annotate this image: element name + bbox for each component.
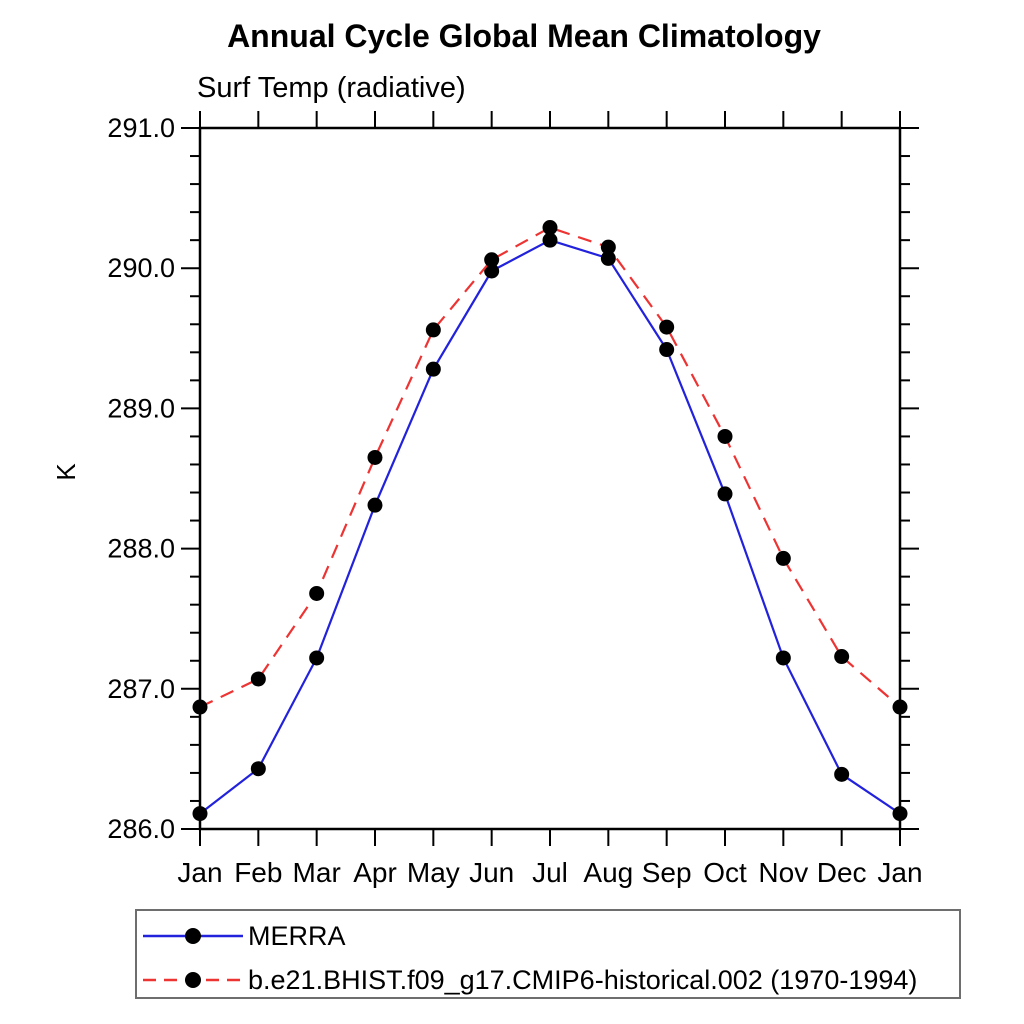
data-point-marker bbox=[717, 428, 733, 444]
x-tick-label: Dec bbox=[817, 857, 867, 888]
y-axis-title: K bbox=[51, 463, 81, 481]
data-point-marker bbox=[425, 361, 441, 377]
legend-label-cmip6: b.e21.BHIST.f09_g17.CMIP6-historical.002… bbox=[248, 964, 918, 995]
legend-item-merra: MERRA bbox=[141, 921, 346, 951]
x-tick-label: Jan bbox=[877, 857, 922, 888]
data-point-marker bbox=[425, 322, 441, 338]
chart-subtitle: Surf Temp (radiative) bbox=[197, 72, 466, 104]
x-tick-label: Jan bbox=[177, 857, 222, 888]
y-tick-label: 286.0 bbox=[107, 814, 175, 844]
data-point-marker bbox=[775, 650, 791, 666]
x-tick-label: Sep bbox=[642, 857, 692, 888]
chart-title: Annual Cycle Global Mean Climatology bbox=[227, 18, 821, 54]
data-point-marker bbox=[192, 699, 208, 715]
data-point-marker bbox=[659, 342, 675, 358]
data-point-marker bbox=[367, 449, 383, 465]
data-point-marker bbox=[250, 671, 266, 687]
data-point-marker bbox=[309, 650, 325, 666]
series-line-1 bbox=[199, 226, 901, 709]
series-line-0 bbox=[199, 238, 901, 815]
data-point-marker bbox=[834, 649, 850, 665]
legend-sample-cmip6 bbox=[143, 972, 243, 988]
legend: MERRA b.e21.BHIST.f09_g17.CMIP6-historic… bbox=[135, 909, 961, 999]
x-tick-label: Feb bbox=[234, 857, 282, 888]
y-tick-label: 291.0 bbox=[107, 113, 175, 143]
legend-sample-merra bbox=[143, 928, 243, 944]
data-point-marker bbox=[775, 550, 791, 566]
y-tick-label: 290.0 bbox=[107, 253, 175, 283]
data-point-marker bbox=[542, 232, 558, 248]
legend-marker-dot bbox=[185, 928, 201, 944]
data-point-marker bbox=[309, 585, 325, 601]
data-point-marker bbox=[192, 806, 208, 822]
legend-marker-dot bbox=[185, 972, 201, 988]
data-point-marker bbox=[484, 263, 500, 279]
x-tick-label: Aug bbox=[583, 857, 633, 888]
data-point-marker bbox=[659, 319, 675, 335]
x-tick-label: Nov bbox=[758, 857, 808, 888]
data-point-marker bbox=[834, 766, 850, 782]
y-tick-label: 289.0 bbox=[107, 393, 175, 423]
data-point-marker bbox=[542, 220, 558, 236]
data-point-marker bbox=[250, 761, 266, 777]
data-point-marker bbox=[600, 250, 616, 266]
y-tick-label: 287.0 bbox=[107, 674, 175, 704]
data-point-marker bbox=[717, 486, 733, 502]
x-tick-label: Oct bbox=[703, 857, 747, 888]
y-tick-label: 288.0 bbox=[107, 534, 175, 564]
x-tick-label: May bbox=[407, 857, 460, 888]
legend-label-merra: MERRA bbox=[248, 920, 346, 951]
data-point-marker bbox=[484, 252, 500, 268]
x-tick-label: Mar bbox=[293, 857, 341, 888]
x-tick-label: Jul bbox=[532, 857, 568, 888]
data-point-marker bbox=[367, 497, 383, 513]
legend-item-cmip6: b.e21.BHIST.f09_g17.CMIP6-historical.002… bbox=[141, 965, 917, 995]
x-tick-label: Jun bbox=[469, 857, 514, 888]
data-point-marker bbox=[892, 806, 908, 822]
data-point-marker bbox=[892, 699, 908, 715]
x-tick-label: Apr bbox=[353, 857, 397, 888]
data-point-marker bbox=[600, 239, 616, 255]
